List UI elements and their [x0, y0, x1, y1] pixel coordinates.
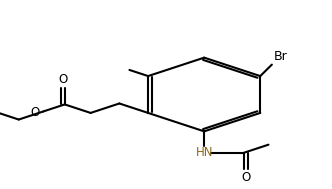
- Text: Br: Br: [274, 50, 287, 63]
- Text: HN: HN: [196, 146, 213, 160]
- Text: O: O: [241, 171, 250, 184]
- Text: O: O: [31, 106, 40, 119]
- Text: O: O: [58, 74, 68, 87]
